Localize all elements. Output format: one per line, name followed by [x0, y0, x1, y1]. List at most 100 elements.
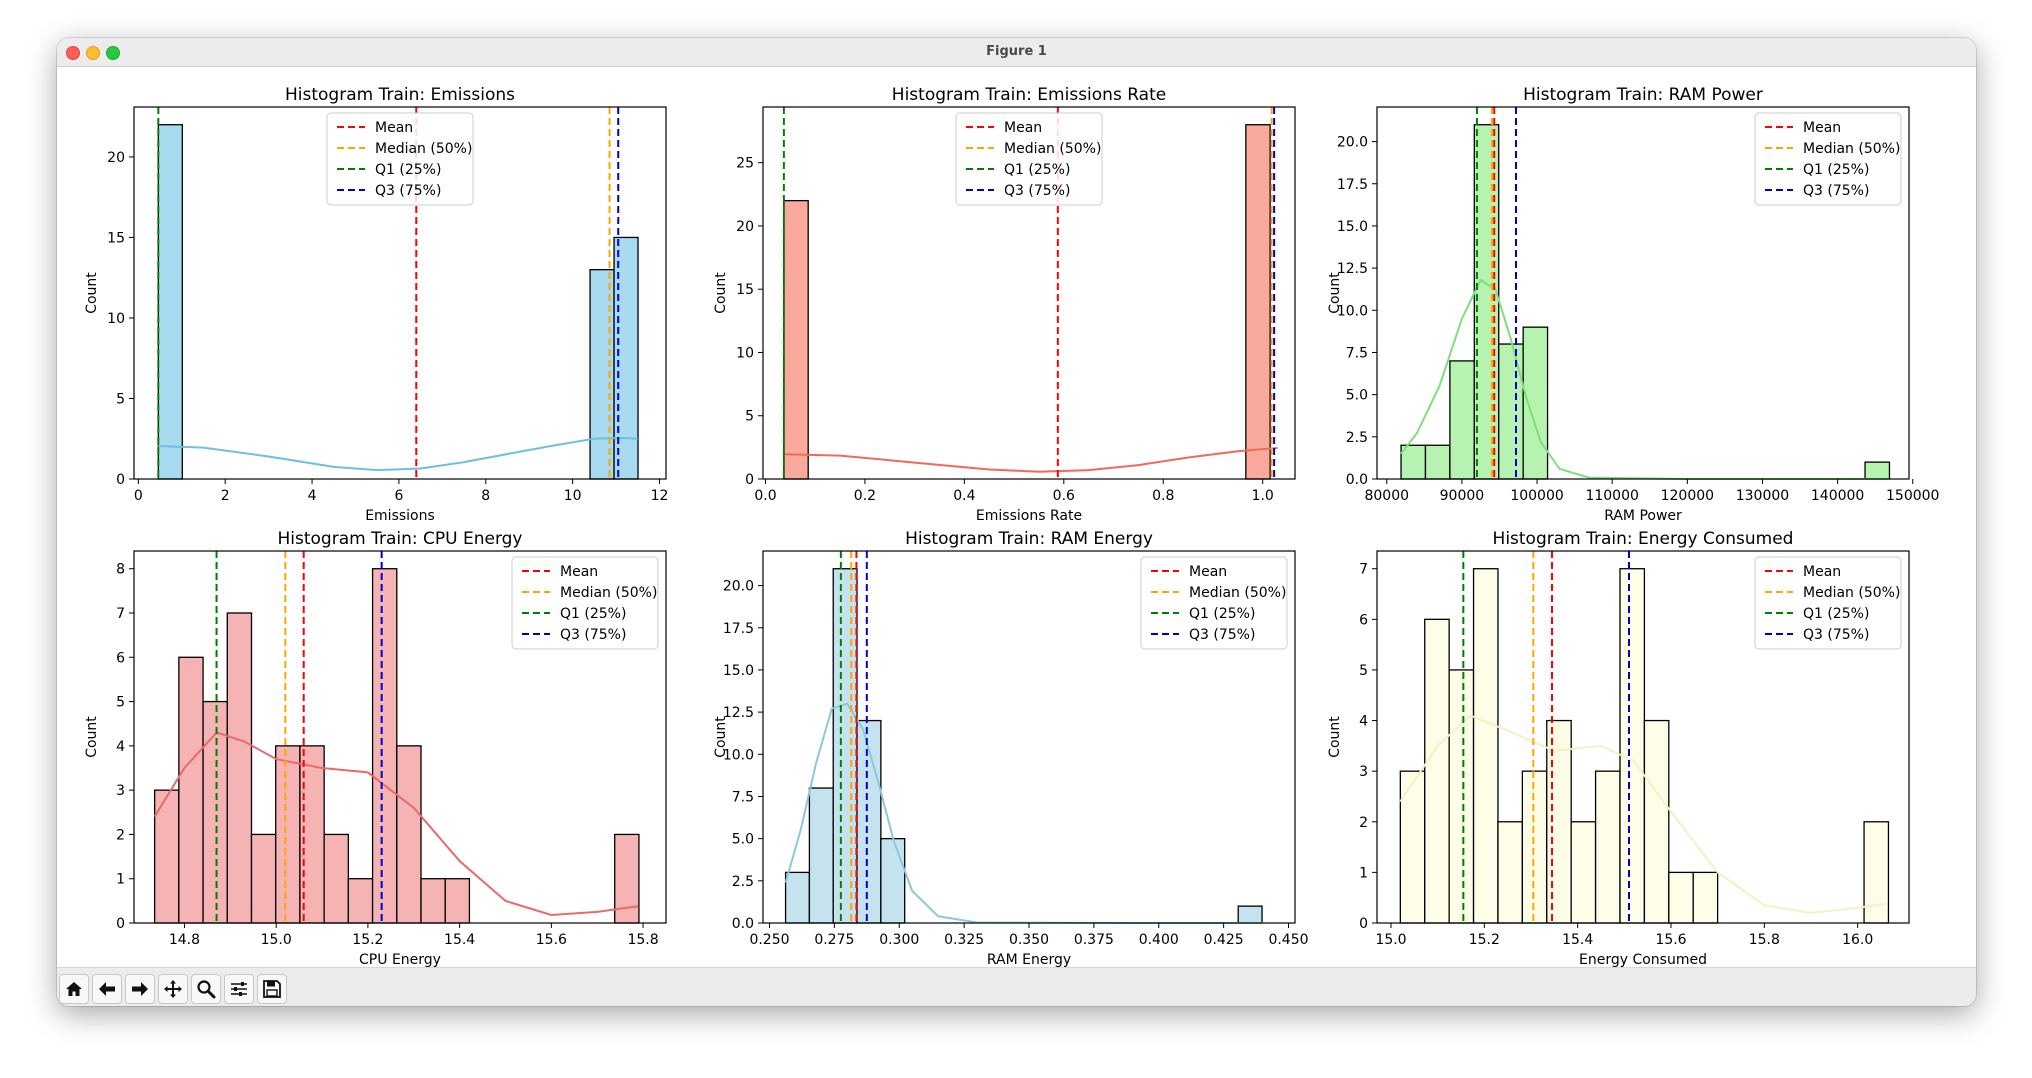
histogram-bar [1472, 568, 1499, 924]
y-tick-label: 10 [736, 345, 754, 361]
x-tick-label: 15.8 [1749, 932, 1780, 948]
legend-box [511, 556, 659, 650]
back-button[interactable] [92, 974, 122, 1004]
legend-label-mean: Mean [1803, 564, 1841, 580]
zoom-button[interactable] [191, 974, 221, 1004]
histogram-bar [420, 878, 446, 924]
histogram-bar [1424, 444, 1451, 480]
x-tick-label: 0.0 [754, 488, 776, 504]
x-axis-label: RAM Energy [987, 952, 1071, 967]
minimize-window-button[interactable] [86, 46, 100, 60]
y-tick-label: 0 [745, 472, 754, 488]
y-tick-label: 20.0 [1337, 135, 1368, 151]
y-tick-label: 3 [116, 783, 125, 799]
histogram-bar [1863, 821, 1890, 924]
legend-label-median: Median (50%) [1803, 141, 1900, 157]
y-tick-label: 10.0 [723, 747, 754, 763]
histogram-bar [1399, 770, 1426, 924]
y-axis-label: Count [1327, 716, 1343, 758]
forward-button[interactable] [125, 974, 155, 1004]
kde-curve [1399, 714, 1886, 914]
x-tick-label: 10 [564, 488, 582, 504]
x-tick-label: 15.6 [536, 932, 567, 948]
y-tick-label: 15 [736, 282, 754, 298]
histogram-panel-1: 0 2 4 6 8 10 12 0 5 10 15 20 Histogram Train: Emissi… [84, 85, 668, 524]
histogram-bar [226, 612, 253, 924]
y-tick-label: 0 [1359, 916, 1368, 932]
x-tick-label: 1.0 [1252, 488, 1274, 504]
x-tick-label: 0.325 [944, 932, 984, 948]
histogram-panel-6: 15.0 15.2 15.4 15.6 15.8 16.0 0 1 2 3 4 5 6 7 Histogra… [1327, 529, 1910, 968]
zoom-icon [197, 980, 216, 999]
legend-label-median: Median (50%) [1189, 585, 1286, 601]
x-tick-label: 0.4 [953, 488, 975, 504]
histogram-bar [1498, 343, 1524, 480]
y-tick-label: 25 [736, 156, 754, 172]
x-tick-label: 0.425 [1204, 932, 1244, 948]
legend-label-q3: Q3 (75%) [1004, 183, 1070, 199]
kde-curve [158, 436, 638, 472]
histogram-bar [1245, 124, 1271, 480]
legend: Mean Median (50%) Q1 (25%) Q3 (75%) [1754, 112, 1902, 206]
y-axis-label: Count [713, 272, 729, 314]
histogram-bar [153, 789, 180, 924]
save-icon [263, 980, 281, 998]
figure-window: Figure 1 0 2 4 6 8 10 12 0 5 10 15 20 Histogram Trai… [57, 38, 1976, 1006]
legend: Mean Median (50%) Q1 (25%) Q3 (75%) [1140, 556, 1288, 650]
y-tick-label: 2 [116, 827, 125, 843]
plot-frame [1376, 106, 1910, 480]
forward-arrow-icon [132, 982, 148, 996]
legend-box [326, 112, 474, 206]
x-tick-label: 15.2 [1469, 932, 1500, 948]
y-axis-label: Count [84, 272, 100, 314]
histogram-bar [323, 833, 350, 924]
histogram-bar [1570, 821, 1597, 924]
histogram-bar [1546, 719, 1572, 924]
histogram-bar [1521, 770, 1548, 924]
legend-label-q3: Q3 (75%) [375, 183, 441, 199]
histogram-bar [1449, 360, 1475, 480]
histogram-bar [202, 700, 228, 924]
navigation-toolbar [57, 967, 1976, 1006]
legend-label-mean: Mean [1803, 120, 1841, 136]
close-window-button[interactable] [66, 46, 80, 60]
x-axis-label: Energy Consumed [1579, 952, 1707, 967]
pan-button[interactable] [158, 974, 188, 1004]
histogram-panel-4: 14.8 15.0 15.2 15.4 15.6 15.8 0 1 2 3 4 5 6 7 8 Histogr… [84, 529, 667, 968]
x-tick-label: 0.350 [1009, 932, 1049, 948]
home-icon [66, 982, 82, 996]
configure-subplots-button[interactable] [224, 974, 254, 1004]
legend-box [1754, 556, 1902, 650]
home-button[interactable] [59, 974, 89, 1004]
histogram-bar [1594, 770, 1621, 924]
y-tick-label: 5 [116, 695, 125, 711]
legend-label-q3: Q3 (75%) [1803, 627, 1869, 643]
x-axis-label: Emissions Rate [976, 508, 1082, 524]
legend-box [1754, 112, 1902, 206]
y-tick-label: 6 [1359, 612, 1368, 628]
y-tick-label: 1 [1359, 865, 1368, 881]
legend-label-median: Median (50%) [375, 141, 472, 157]
y-tick-label: 7.5 [1346, 345, 1368, 361]
histogram-bar [1497, 821, 1524, 924]
y-tick-label: 20.0 [723, 579, 754, 595]
histogram-bar [784, 871, 811, 924]
x-tick-label: 110000 [1585, 488, 1638, 504]
maximize-window-button[interactable] [106, 46, 120, 60]
y-tick-label: 5 [1359, 663, 1368, 679]
histogram-bar [371, 568, 398, 924]
save-button[interactable] [257, 974, 287, 1004]
legend-label-q1: Q1 (25%) [1004, 162, 1070, 178]
legend-label-median: Median (50%) [1004, 141, 1101, 157]
chart-title: Histogram Train: RAM Power [1523, 85, 1763, 105]
x-tick-label: 0 [134, 488, 143, 504]
x-axis-label: Emissions [365, 508, 435, 524]
legend-label-q3: Q3 (75%) [1189, 627, 1255, 643]
back-arrow-icon [99, 982, 115, 996]
kde-curve [783, 447, 1278, 473]
histogram-bar [832, 568, 858, 924]
legend-label-mean: Mean [375, 120, 413, 136]
kde-curve [1400, 278, 1890, 480]
y-tick-label: 1 [116, 872, 125, 888]
y-tick-label: 3 [1359, 764, 1368, 780]
